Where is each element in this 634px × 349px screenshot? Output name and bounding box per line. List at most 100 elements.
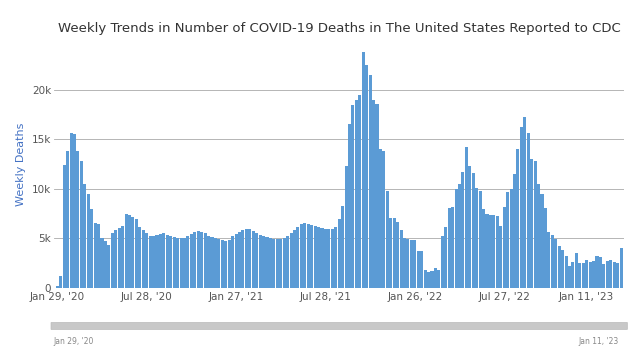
Bar — [430, 271, 434, 288]
Bar — [399, 230, 403, 288]
Bar — [63, 165, 66, 288]
Bar — [314, 227, 316, 288]
Bar — [434, 268, 437, 288]
Bar — [496, 216, 499, 288]
Bar — [506, 192, 509, 288]
Bar — [193, 232, 197, 288]
Bar — [100, 238, 103, 288]
Bar — [252, 231, 255, 288]
Bar — [389, 217, 392, 288]
Bar — [510, 189, 513, 288]
Bar — [571, 262, 574, 288]
Bar — [303, 223, 306, 288]
Title: Weekly Trends in Number of COVID-19 Deaths in The United States Reported to CDC: Weekly Trends in Number of COVID-19 Deat… — [58, 22, 621, 35]
Bar — [131, 217, 134, 288]
Bar — [365, 65, 368, 288]
Bar — [561, 250, 564, 288]
Bar — [273, 239, 275, 288]
Bar — [135, 218, 138, 288]
Bar — [493, 215, 495, 288]
Bar — [207, 236, 210, 288]
Bar — [427, 272, 430, 288]
Bar — [424, 270, 427, 288]
Bar — [214, 238, 217, 288]
Bar — [444, 228, 448, 288]
Bar — [554, 239, 557, 288]
Bar — [465, 147, 468, 288]
Bar — [118, 229, 120, 288]
Bar — [341, 206, 344, 288]
Bar — [124, 214, 127, 288]
Bar — [489, 215, 492, 288]
Bar — [592, 261, 595, 288]
Bar — [455, 189, 458, 288]
Bar — [111, 233, 114, 288]
Bar — [537, 184, 540, 288]
Bar — [231, 236, 234, 288]
Bar — [469, 166, 471, 288]
Bar — [417, 251, 420, 288]
Bar — [210, 237, 214, 288]
Bar — [249, 229, 251, 288]
Bar — [382, 151, 385, 288]
Bar — [392, 217, 396, 288]
Bar — [138, 228, 141, 288]
Bar — [420, 251, 424, 288]
Bar — [283, 238, 286, 288]
Bar — [441, 236, 444, 288]
Bar — [619, 248, 623, 288]
Bar — [179, 238, 183, 288]
Bar — [499, 227, 502, 288]
Text: Jan 11, '23: Jan 11, '23 — [578, 337, 618, 346]
Bar — [324, 229, 327, 288]
Bar — [448, 208, 451, 288]
Bar — [479, 191, 482, 288]
Bar — [331, 229, 334, 288]
Bar — [602, 264, 605, 288]
Bar — [530, 159, 533, 288]
Bar — [338, 218, 340, 288]
Bar — [107, 245, 110, 288]
Bar — [516, 149, 519, 288]
Bar — [255, 233, 258, 288]
Bar — [551, 235, 554, 288]
Bar — [599, 257, 602, 288]
Bar — [190, 235, 193, 288]
Bar — [221, 240, 224, 288]
Bar — [228, 240, 231, 288]
Bar — [104, 242, 107, 288]
Bar — [486, 214, 489, 288]
FancyBboxPatch shape — [51, 322, 628, 329]
Bar — [317, 228, 320, 288]
Bar — [503, 207, 506, 288]
Bar — [310, 225, 313, 288]
Bar — [87, 194, 90, 288]
Bar — [204, 233, 207, 288]
Bar — [451, 207, 454, 288]
Bar — [355, 99, 358, 288]
Bar — [90, 209, 93, 288]
Bar — [575, 253, 578, 288]
Bar — [155, 235, 158, 288]
Bar — [70, 133, 73, 288]
Bar — [77, 151, 79, 288]
Bar — [269, 238, 272, 288]
Bar — [145, 233, 148, 288]
Bar — [358, 95, 361, 288]
Bar — [128, 215, 131, 288]
Bar — [94, 223, 96, 288]
Bar — [612, 262, 616, 288]
Bar — [462, 172, 465, 288]
Bar — [259, 235, 262, 288]
Bar — [368, 75, 372, 288]
Bar — [307, 224, 310, 288]
Bar — [224, 242, 228, 288]
Bar — [588, 262, 592, 288]
Bar — [616, 263, 619, 288]
Bar — [344, 166, 347, 288]
Bar — [159, 235, 162, 288]
Bar — [200, 232, 204, 288]
Bar — [544, 208, 547, 288]
Bar — [148, 236, 152, 288]
Bar — [152, 236, 155, 288]
